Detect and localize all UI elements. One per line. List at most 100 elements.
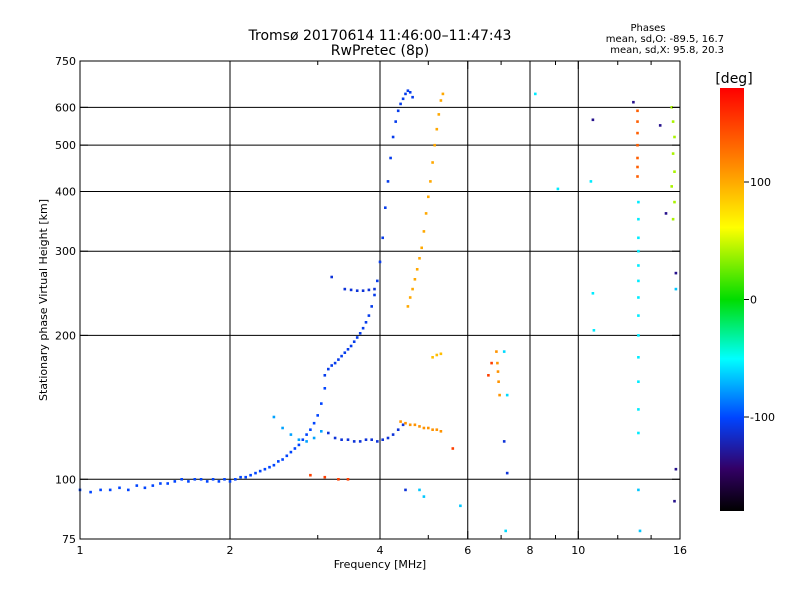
x-tick-label: 2 xyxy=(227,544,234,557)
data-point xyxy=(367,288,371,292)
data-point xyxy=(401,423,405,427)
data-point xyxy=(592,329,596,332)
data-point xyxy=(386,436,390,440)
colorbar xyxy=(720,88,744,511)
data-point xyxy=(272,415,276,419)
data-point xyxy=(637,236,640,240)
data-point xyxy=(502,350,506,353)
data-point xyxy=(418,488,421,492)
data-point xyxy=(636,165,639,169)
data-point xyxy=(289,450,293,454)
data-point xyxy=(376,440,379,443)
data-point xyxy=(636,143,639,147)
data-point xyxy=(389,156,392,160)
data-point xyxy=(408,423,412,427)
data-point xyxy=(673,170,676,173)
data-point xyxy=(451,447,455,450)
data-point xyxy=(637,249,640,253)
data-point xyxy=(127,488,130,492)
data-point xyxy=(427,426,430,430)
data-point xyxy=(674,271,678,275)
data-point xyxy=(281,426,284,430)
data-point xyxy=(637,264,640,267)
data-point xyxy=(205,480,209,483)
data-point xyxy=(664,212,668,215)
data-point xyxy=(323,387,327,390)
data-point xyxy=(143,486,147,490)
data-point xyxy=(411,95,414,99)
data-point xyxy=(378,260,382,264)
colorbar-label: [deg] xyxy=(715,71,752,87)
data-point xyxy=(391,135,395,139)
data-point xyxy=(277,460,280,463)
data-point xyxy=(352,440,356,443)
data-point xyxy=(534,92,537,96)
data-point xyxy=(343,351,347,354)
y-tick-label: 100 xyxy=(55,473,76,486)
y-tick-label: 300 xyxy=(55,245,76,258)
data-point xyxy=(396,109,400,113)
data-point xyxy=(638,529,642,533)
data-point xyxy=(671,217,675,221)
data-point xyxy=(435,353,439,357)
data-point xyxy=(498,393,501,397)
data-point xyxy=(309,428,312,431)
data-point xyxy=(636,156,639,160)
data-point xyxy=(418,257,421,260)
y-axis-label: Stationary phase Virtual Height [km] xyxy=(37,199,50,401)
data-point xyxy=(258,469,262,473)
data-point xyxy=(239,475,242,479)
data-point xyxy=(391,433,395,436)
data-point xyxy=(320,402,323,405)
data-point xyxy=(309,473,312,477)
data-point xyxy=(340,354,343,358)
data-point xyxy=(228,480,232,483)
data-point xyxy=(497,380,500,383)
data-point xyxy=(301,438,305,441)
data-point xyxy=(305,433,308,436)
data-point xyxy=(496,361,499,365)
data-point xyxy=(312,436,316,440)
data-point xyxy=(361,326,365,330)
data-point xyxy=(658,124,662,127)
data-point xyxy=(337,478,340,481)
data-point xyxy=(487,374,490,377)
data-point xyxy=(297,443,301,447)
data-point xyxy=(637,217,640,221)
data-point xyxy=(346,478,350,481)
data-point xyxy=(674,467,678,471)
data-point xyxy=(399,102,402,106)
data-point xyxy=(404,421,407,425)
data-point xyxy=(637,356,640,359)
data-point xyxy=(406,305,410,308)
data-point xyxy=(211,478,215,481)
chart-title: Tromsø 20170614 11:46:00–11:47:43 xyxy=(248,28,512,44)
data-point xyxy=(673,200,676,204)
data-point xyxy=(636,131,639,135)
x-tick-label: 10 xyxy=(571,544,585,557)
y-tick-label: 750 xyxy=(55,55,76,68)
data-point xyxy=(337,358,340,361)
data-point xyxy=(327,367,330,371)
data-point xyxy=(281,458,284,461)
y-tick-label: 200 xyxy=(55,329,76,342)
data-point xyxy=(166,482,169,485)
data-point xyxy=(589,180,593,183)
data-point xyxy=(431,428,434,431)
data-point xyxy=(340,438,343,441)
data-point xyxy=(396,428,400,431)
data-point xyxy=(401,97,405,101)
data-point xyxy=(637,408,640,411)
data-point xyxy=(364,438,368,441)
data-point xyxy=(330,275,333,279)
data-point xyxy=(99,488,102,492)
data-point xyxy=(437,113,441,116)
data-point xyxy=(636,120,639,123)
data-point xyxy=(361,289,365,292)
data-point xyxy=(289,433,293,436)
data-point xyxy=(670,106,673,109)
data-point xyxy=(673,135,676,139)
data-point xyxy=(327,431,330,435)
data-point xyxy=(151,484,155,487)
data-point xyxy=(159,482,162,485)
